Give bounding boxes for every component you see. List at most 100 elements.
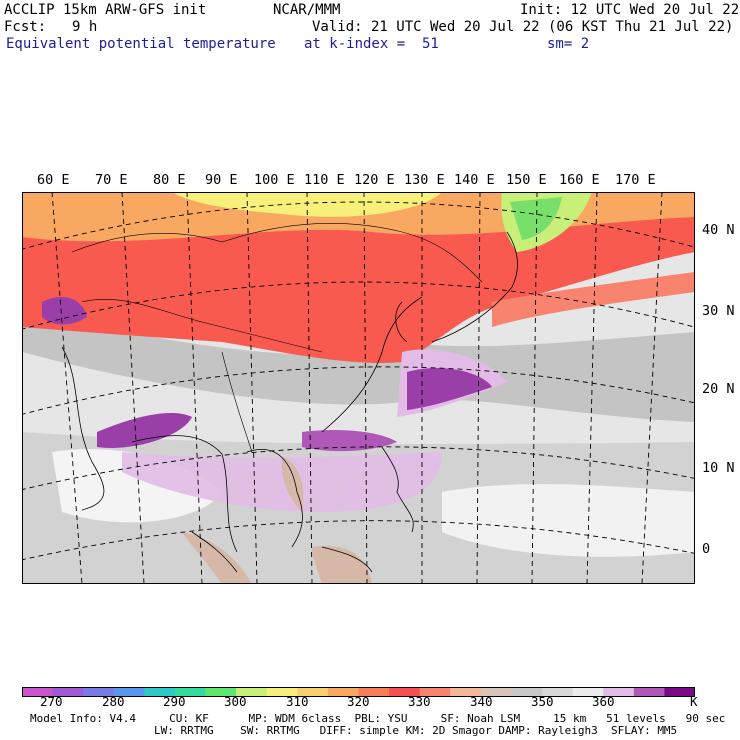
colorbar-swatch bbox=[358, 687, 390, 697]
meridian-170e bbox=[641, 192, 663, 584]
smoothing-label: sm= 2 bbox=[547, 36, 590, 52]
field-green-core bbox=[510, 197, 562, 240]
colorbar-tick: 280 bbox=[102, 694, 125, 709]
lat-label: 20 N bbox=[702, 381, 735, 397]
lon-label: 130 E bbox=[404, 172, 445, 188]
colorbar-swatch bbox=[480, 687, 512, 697]
field-lilac-band bbox=[122, 452, 442, 512]
colorbar-swatch bbox=[419, 687, 451, 697]
coastlines bbox=[61, 231, 518, 573]
colorbar-tick: 310 bbox=[286, 694, 309, 709]
map-border bbox=[22, 192, 695, 584]
colorbar-swatch bbox=[572, 687, 604, 697]
meridian-110e bbox=[306, 192, 313, 584]
parallel-10n bbox=[22, 446, 695, 491]
colorbar-swatch bbox=[174, 687, 207, 697]
colorbar-swatch bbox=[511, 687, 543, 697]
lon-label: 150 E bbox=[506, 172, 547, 188]
lon-label: 90 E bbox=[205, 172, 238, 188]
lon-label: 70 E bbox=[95, 172, 128, 188]
colorbar-swatch bbox=[144, 687, 176, 697]
valid-time: Valid: 21 UTC Wed 20 Jul 22 (06 KST Thu … bbox=[312, 19, 734, 35]
init-time: Init: 12 UTC Wed 20 Jul 22 bbox=[520, 2, 740, 18]
colorbar-swatch bbox=[389, 687, 421, 697]
model-title: ACCLIP 15km ARW-GFS init bbox=[4, 2, 207, 18]
colorbar-border bbox=[22, 687, 695, 697]
field-purple-patch bbox=[42, 297, 87, 325]
colorbar-swatch bbox=[603, 687, 635, 697]
indochina-coastline bbox=[246, 449, 303, 548]
meridian-150e bbox=[531, 192, 538, 584]
myanmar-border bbox=[221, 351, 253, 453]
meridian-70e bbox=[51, 192, 83, 584]
meridian-160e bbox=[586, 192, 598, 584]
colorbar-swatch bbox=[542, 687, 574, 697]
parallel-20n bbox=[22, 366, 695, 415]
meridian-100e bbox=[246, 192, 258, 584]
colorbar bbox=[22, 682, 696, 697]
colorbar-unit: K bbox=[690, 694, 698, 709]
colorbar-tick: 270 bbox=[40, 694, 63, 709]
meridian-90e bbox=[186, 192, 203, 584]
colorbar-swatch bbox=[327, 687, 359, 697]
colorbar-swatch bbox=[236, 687, 268, 697]
northern-border bbox=[71, 223, 483, 283]
field-tan-land bbox=[312, 545, 372, 584]
meridian-140e bbox=[476, 192, 481, 584]
equator bbox=[22, 520, 695, 561]
china-coastline bbox=[321, 296, 423, 433]
level-label: at k-index = 51 bbox=[304, 36, 439, 52]
colorbar-swatch bbox=[450, 687, 482, 697]
colorbar-swatches bbox=[22, 687, 696, 697]
field-name: Equivalent potential temperature bbox=[6, 36, 276, 52]
physics-info-line: LW: RRTMG SW: RRTMG DIFF: simple KM: 2D … bbox=[154, 724, 678, 737]
meridian-80e bbox=[121, 192, 145, 584]
himalaya-border bbox=[81, 299, 323, 353]
borneo-coastline bbox=[321, 546, 373, 573]
korea-coastline bbox=[395, 301, 408, 343]
institution-label: NCAR/MMM bbox=[273, 2, 341, 18]
lon-label: 120 E bbox=[354, 172, 395, 188]
equivalent-potential-temperature-map bbox=[22, 192, 695, 584]
colorbar-swatch bbox=[205, 687, 237, 697]
colorbar-tick: 350 bbox=[531, 694, 554, 709]
lat-label: 30 N bbox=[702, 303, 735, 319]
lon-label: 60 E bbox=[37, 172, 70, 188]
colorbar-swatch bbox=[22, 687, 54, 697]
lon-label: 100 E bbox=[254, 172, 295, 188]
colorbar-tick: 290 bbox=[163, 694, 186, 709]
colorbar-swatch bbox=[83, 687, 115, 697]
japan-coastline bbox=[431, 231, 518, 343]
lon-label: 160 E bbox=[559, 172, 600, 188]
colorbar-tick: 360 bbox=[592, 694, 615, 709]
field-gray-midlat bbox=[22, 312, 695, 422]
india-coastline bbox=[61, 346, 105, 511]
field-tan-land bbox=[182, 532, 252, 584]
sumatra-coastline bbox=[191, 531, 238, 573]
lon-label: 110 E bbox=[304, 172, 345, 188]
parallel-30n bbox=[22, 281, 695, 330]
parallel-40n bbox=[22, 201, 695, 250]
colorbar-tick: 330 bbox=[408, 694, 431, 709]
lon-label: 170 E bbox=[615, 172, 656, 188]
colorbar-swatch bbox=[664, 687, 696, 697]
field-tan-land bbox=[281, 457, 304, 512]
graticule bbox=[22, 192, 695, 584]
map-panel bbox=[22, 192, 695, 584]
country-borders bbox=[71, 223, 483, 453]
model-info-line: Model Info: V4.4 CU: KF MP: WDM 6class P… bbox=[30, 712, 726, 725]
field-purple-patch bbox=[407, 367, 492, 410]
lat-label: 40 N bbox=[702, 222, 735, 238]
field-purple-patch bbox=[97, 412, 192, 448]
forecast-hour: 9 h bbox=[72, 19, 98, 35]
colorbar-tick: 300 bbox=[224, 694, 247, 709]
bay-of-bengal-coastline bbox=[131, 435, 238, 553]
colorbar-swatch bbox=[297, 687, 329, 697]
colorbar-swatch bbox=[633, 687, 665, 697]
colorbar-tick: 340 bbox=[470, 694, 493, 709]
colorbar-swatch bbox=[52, 687, 84, 697]
colorbar-swatch bbox=[113, 687, 145, 697]
lon-label: 140 E bbox=[454, 172, 495, 188]
lon-label: 80 E bbox=[153, 172, 186, 188]
field-purple-patch bbox=[302, 430, 397, 452]
